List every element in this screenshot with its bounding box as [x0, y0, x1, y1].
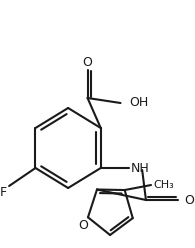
Text: O: O — [83, 57, 92, 69]
Text: OH: OH — [129, 96, 148, 110]
Text: CH₃: CH₃ — [154, 180, 175, 190]
Text: NH: NH — [131, 161, 150, 175]
Text: O: O — [184, 193, 194, 207]
Text: O: O — [78, 219, 88, 232]
Text: F: F — [0, 186, 7, 199]
